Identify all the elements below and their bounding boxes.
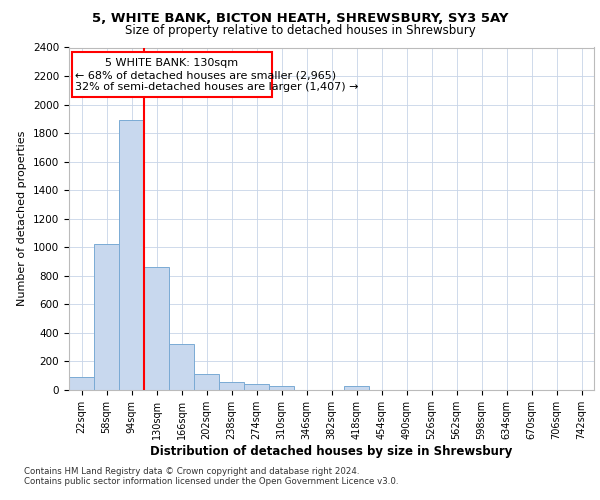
Text: Contains public sector information licensed under the Open Government Licence v3: Contains public sector information licen… <box>24 477 398 486</box>
Bar <box>194 374 219 390</box>
Text: 5, WHITE BANK, BICTON HEATH, SHREWSBURY, SY3 5AY: 5, WHITE BANK, BICTON HEATH, SHREWSBURY,… <box>92 12 508 26</box>
Text: 5 WHITE BANK: 130sqm: 5 WHITE BANK: 130sqm <box>105 58 238 68</box>
Bar <box>144 268 169 390</box>
Text: Size of property relative to detached houses in Shrewsbury: Size of property relative to detached ho… <box>125 24 475 37</box>
Bar <box>69 377 94 390</box>
Text: 32% of semi-detached houses are larger (1,407) →: 32% of semi-detached houses are larger (… <box>75 82 359 92</box>
Bar <box>71 52 271 96</box>
Bar <box>269 386 294 390</box>
Bar <box>169 344 194 390</box>
Text: ← 68% of detached houses are smaller (2,965): ← 68% of detached houses are smaller (2,… <box>75 70 337 81</box>
Bar <box>244 384 269 390</box>
Y-axis label: Number of detached properties: Number of detached properties <box>17 131 28 306</box>
Text: Contains HM Land Registry data © Crown copyright and database right 2024.: Contains HM Land Registry data © Crown c… <box>24 467 359 476</box>
Bar <box>344 386 369 390</box>
Bar <box>119 120 144 390</box>
Bar <box>219 382 244 390</box>
X-axis label: Distribution of detached houses by size in Shrewsbury: Distribution of detached houses by size … <box>151 444 512 458</box>
Bar <box>94 244 119 390</box>
